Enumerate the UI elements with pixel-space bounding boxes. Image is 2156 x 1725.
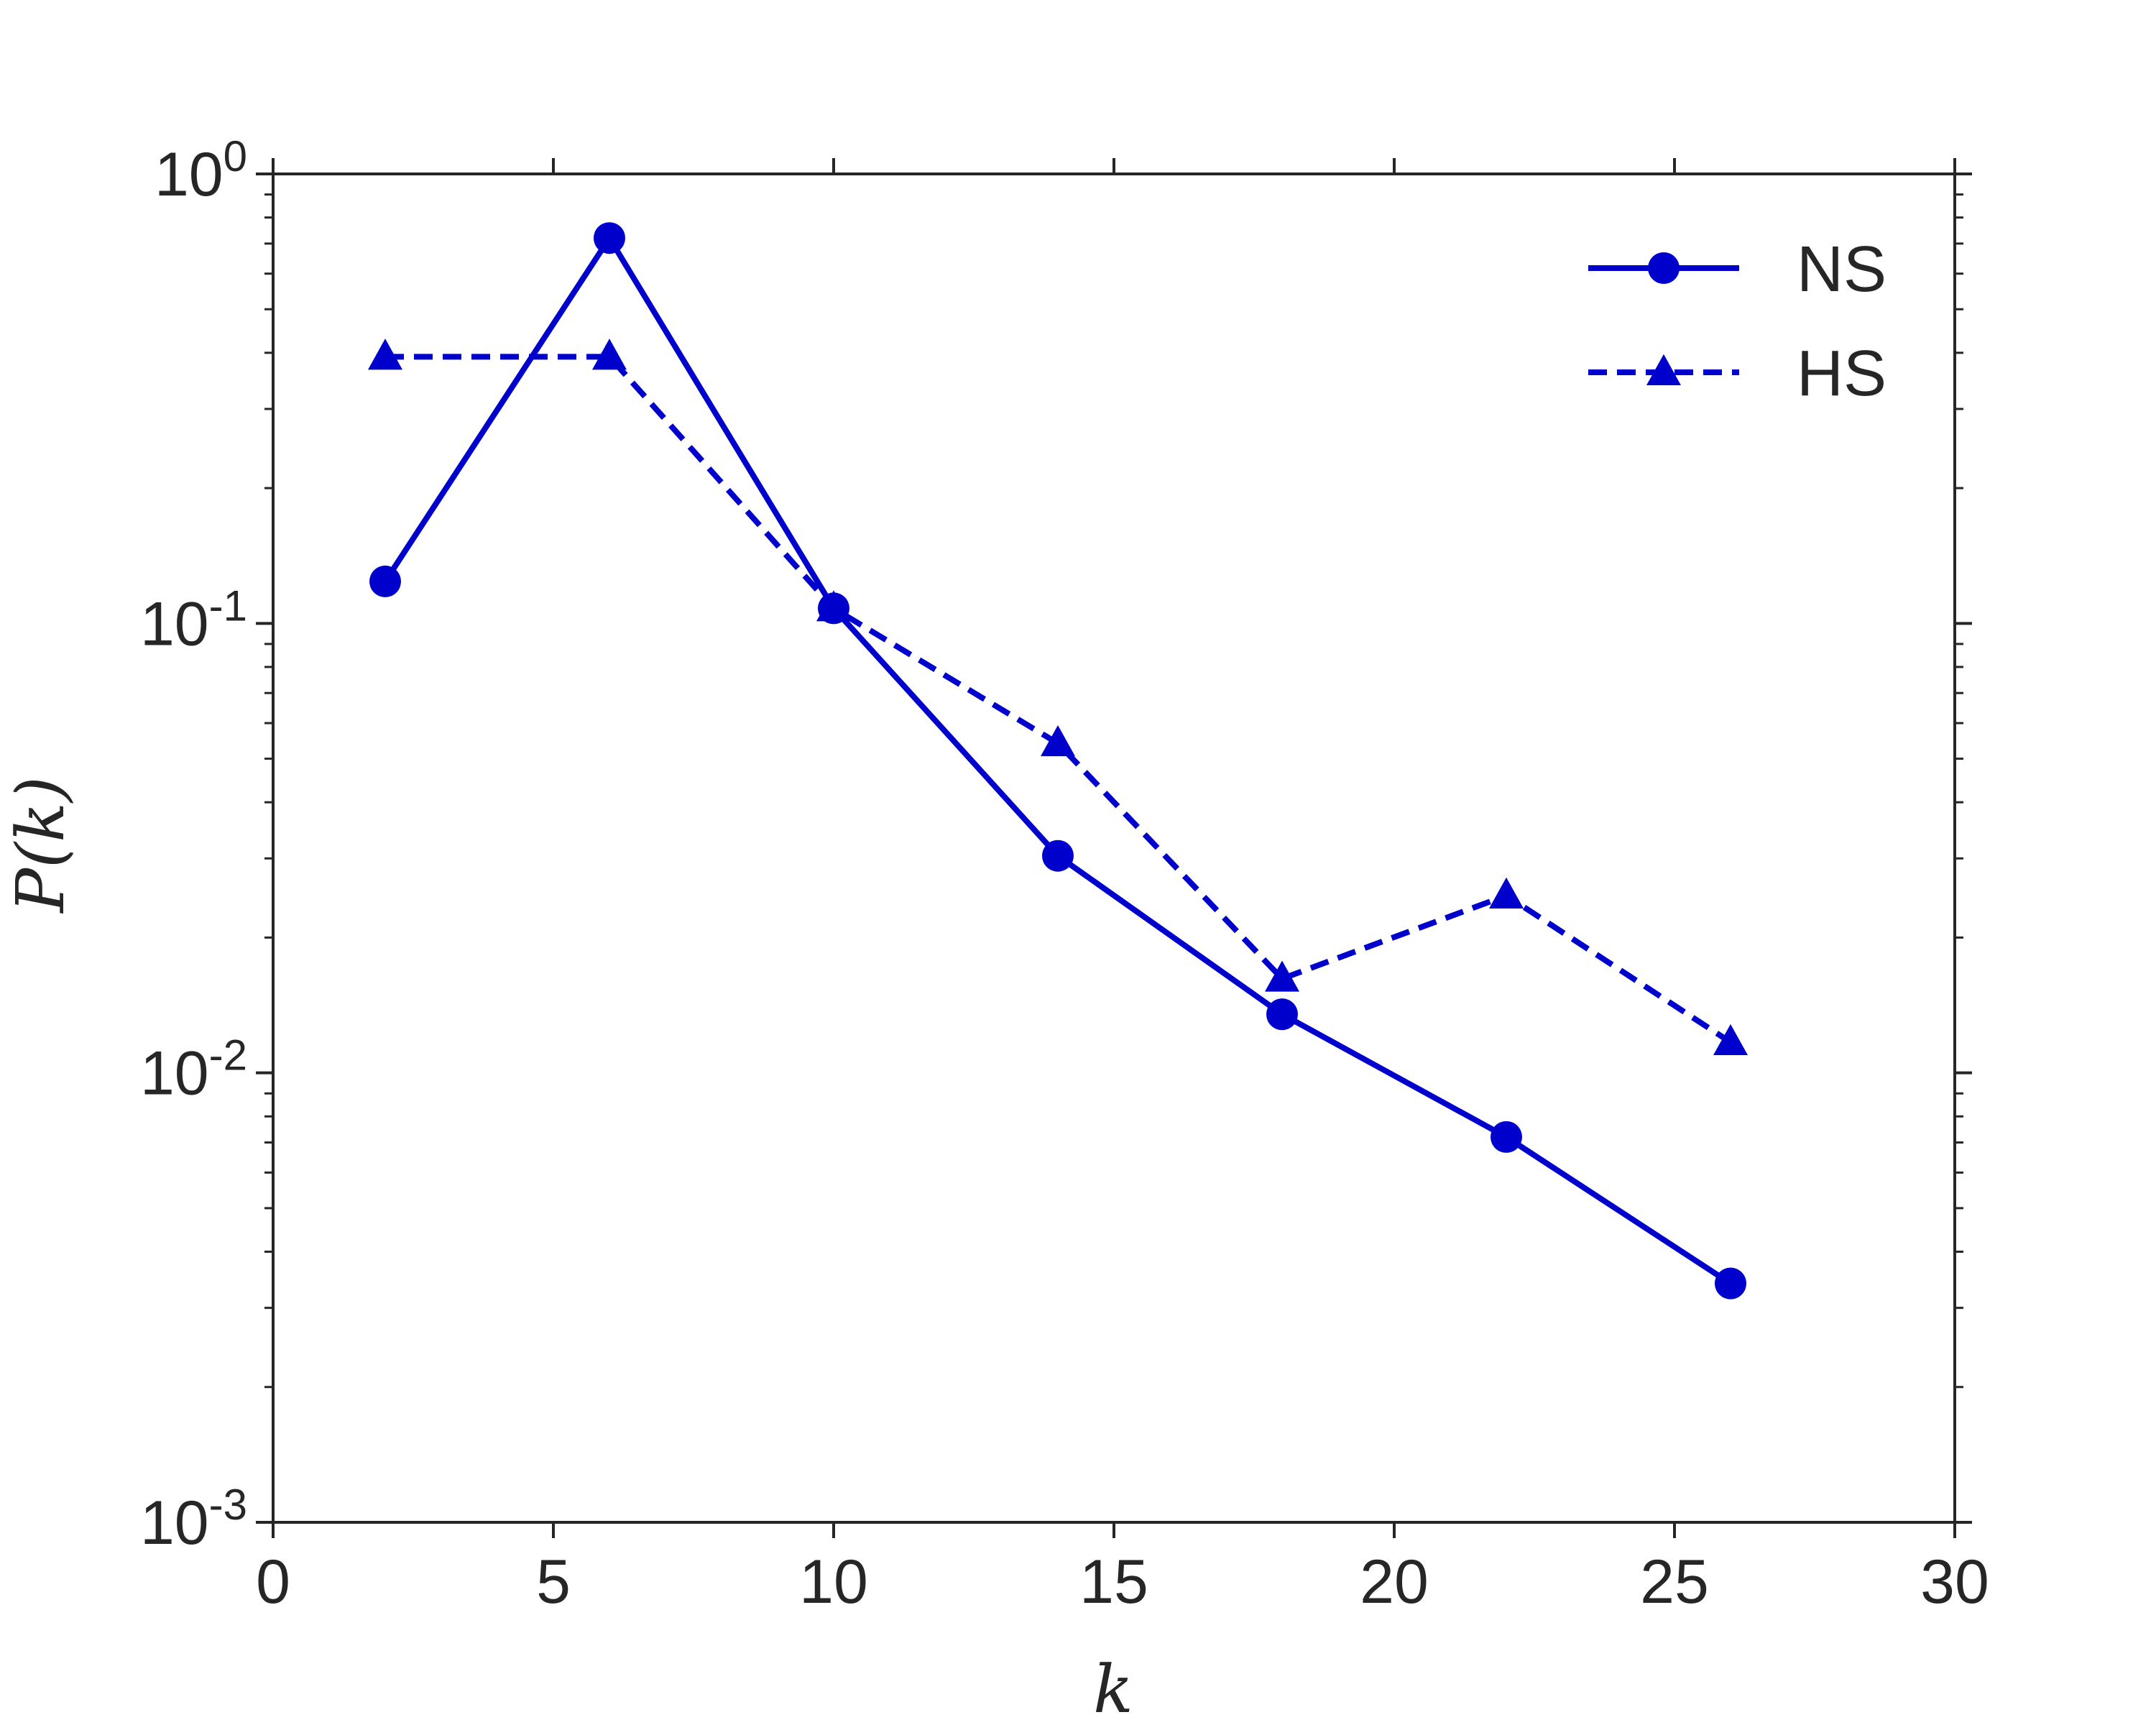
data-point-hs xyxy=(1265,960,1299,992)
series-ns xyxy=(369,222,1746,1300)
data-series xyxy=(368,222,1748,1300)
legend-entry-hs: HS xyxy=(1588,338,1886,410)
series-hs xyxy=(368,339,1748,1056)
data-point-hs xyxy=(1041,724,1075,757)
data-point-hs xyxy=(1489,877,1524,909)
x-tick-label: 15 xyxy=(1079,1547,1148,1616)
axis-ticks: 0 5 10 15 20 25 30 100 10-1 10-2 10-3 xyxy=(140,132,1989,1616)
data-point-ns xyxy=(369,565,401,597)
x-tick-label: 5 xyxy=(536,1547,571,1616)
x-tick-label: 10 xyxy=(799,1547,868,1616)
legend: NS HS xyxy=(1588,234,1886,410)
data-point-hs xyxy=(368,339,402,370)
data-point-hs xyxy=(1713,1024,1748,1056)
legend-marker xyxy=(1646,354,1681,385)
legend-label: NS xyxy=(1797,234,1886,305)
y-tick-label: 10-1 xyxy=(140,581,247,658)
y-tick-label: 10-2 xyxy=(140,1031,247,1108)
legend-marker xyxy=(1648,252,1680,284)
legend-entry-ns: NS xyxy=(1588,234,1886,305)
data-point-ns xyxy=(1491,1121,1522,1153)
data-point-ns xyxy=(1266,998,1298,1031)
x-tick-label: 20 xyxy=(1360,1547,1429,1616)
x-tick-label: 30 xyxy=(1920,1547,1989,1616)
series-line-hs xyxy=(385,354,1733,1045)
x-tick-label: 0 xyxy=(256,1547,290,1616)
plot-border xyxy=(272,172,1956,1524)
data-point-ns xyxy=(1715,1267,1746,1300)
series-line-ns xyxy=(382,235,1733,1286)
data-point-hs xyxy=(816,590,851,622)
x-tick-label: 25 xyxy=(1640,1547,1709,1616)
x-axis-label: k xyxy=(1093,1651,1133,1725)
plot-frame xyxy=(272,172,1956,1524)
legend-label: HS xyxy=(1797,338,1886,410)
y-tick-label: 10-3 xyxy=(140,1481,247,1558)
y-tick-label: 100 xyxy=(155,132,247,209)
data-point-ns xyxy=(594,222,625,254)
data-point-ns xyxy=(1042,840,1074,872)
y-axis-label: P(k) xyxy=(2,776,79,914)
data-point-hs xyxy=(592,339,627,370)
